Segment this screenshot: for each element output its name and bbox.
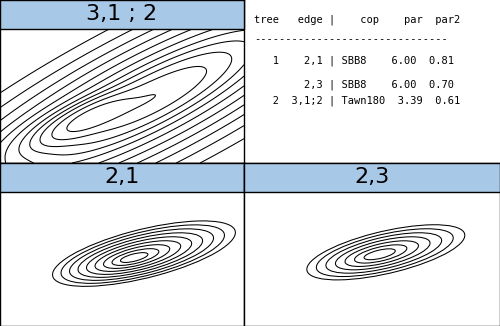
Text: -------------------------------: -------------------------------: [254, 34, 448, 44]
FancyBboxPatch shape: [0, 0, 244, 28]
Text: 2  3,1;2 | Tawn180  3.39  0.61: 2 3,1;2 | Tawn180 3.39 0.61: [254, 96, 460, 106]
FancyBboxPatch shape: [0, 163, 244, 192]
Text: 1    2,1 | SBB8    6.00  0.81: 1 2,1 | SBB8 6.00 0.81: [254, 55, 454, 66]
Text: tree   edge |    cop    par  par2: tree edge | cop par par2: [254, 14, 460, 25]
Text: 2,3: 2,3: [354, 167, 390, 187]
Text: 2,3 | SBB8    6.00  0.70: 2,3 | SBB8 6.00 0.70: [254, 80, 454, 90]
Text: 3,1 ; 2: 3,1 ; 2: [86, 4, 158, 24]
Text: 2,1: 2,1: [104, 167, 140, 187]
FancyBboxPatch shape: [244, 163, 500, 192]
